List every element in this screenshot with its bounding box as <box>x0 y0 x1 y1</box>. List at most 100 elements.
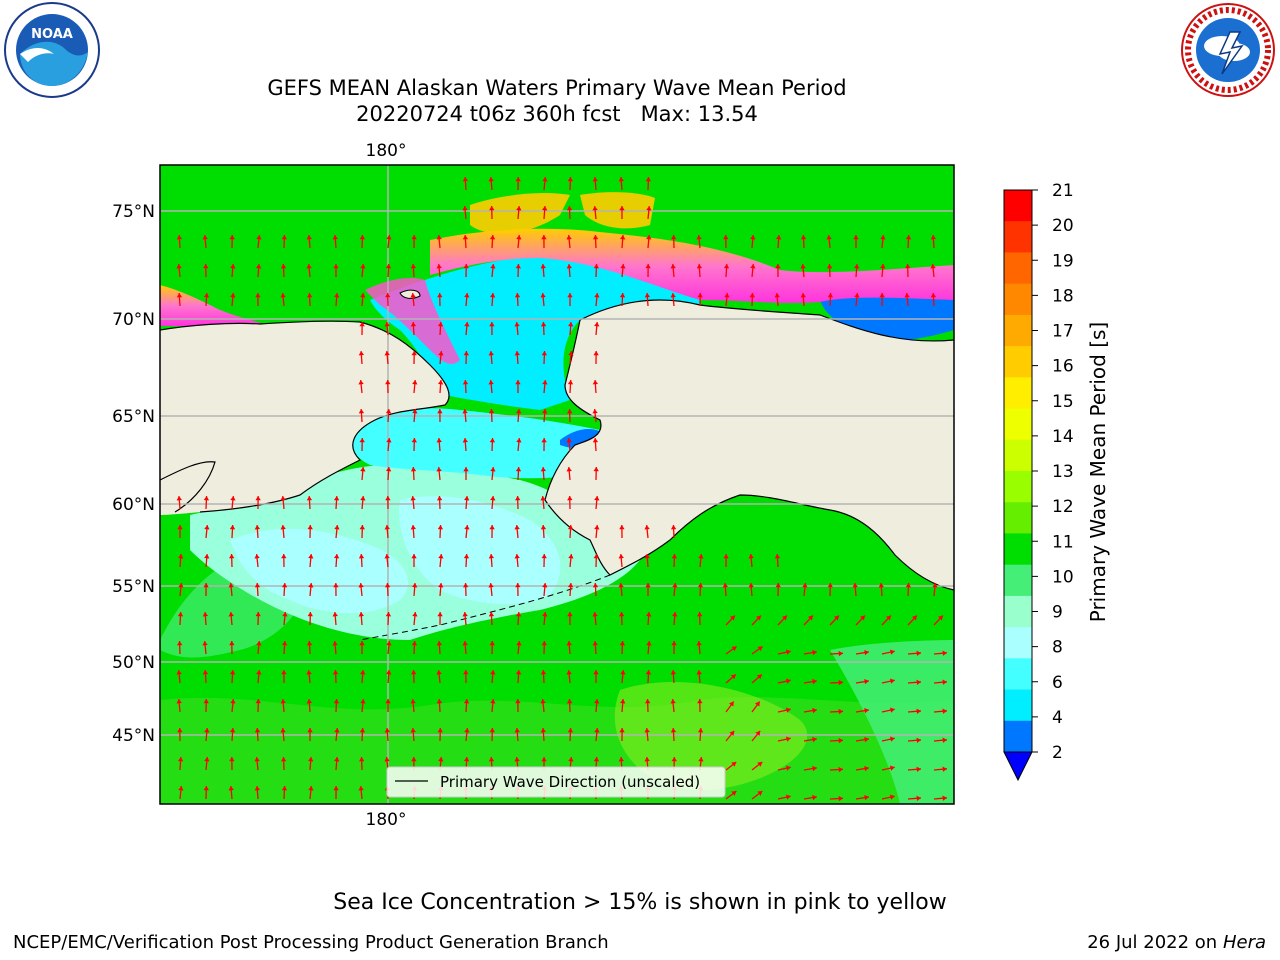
wave-arrow-head <box>359 641 365 646</box>
colorbar-segment <box>1004 408 1032 441</box>
wave-arrow-head <box>255 612 261 617</box>
colorbar-segment <box>1004 190 1032 222</box>
wave-arrow-head <box>646 206 652 211</box>
wave-arrow-head <box>942 650 947 656</box>
footer-credit: NCEP/EMC/Verification Post Processing Pr… <box>13 932 609 953</box>
wave-arrow-head <box>697 612 703 617</box>
wave-arrow-head <box>541 641 547 646</box>
colorbar-segment <box>1004 346 1032 378</box>
wave-arrow-head <box>619 728 625 733</box>
wave-arrow-head <box>204 728 210 733</box>
wave-arrow-head <box>412 612 418 617</box>
colorbar-tick-label: 4 <box>1052 708 1063 728</box>
wave-arrow-head <box>838 795 843 802</box>
wave-arrow-head <box>646 641 652 646</box>
wave-arrow-head <box>916 650 921 656</box>
wave-arrow-head <box>230 496 236 501</box>
wave-arrow-head <box>696 641 702 646</box>
wave-arrow-head <box>228 612 234 617</box>
wave-arrow-head <box>889 765 895 771</box>
wave-arrow-head <box>256 641 262 646</box>
wave-arrow-head <box>722 583 729 588</box>
colorbar-tick-label: 12 <box>1052 497 1074 517</box>
wave-arrow-head <box>463 351 469 356</box>
wave-arrow-head <box>412 583 418 588</box>
sea-ice-north <box>430 228 954 303</box>
wave-arrow-head <box>360 496 366 501</box>
wave-arrow-head <box>282 612 288 617</box>
wave-arrow-head <box>567 525 574 530</box>
wave-arrow-head <box>463 699 470 704</box>
wave-arrow-head <box>593 351 599 356</box>
wave-arrow-head <box>755 730 761 736</box>
wave-arrow-head <box>515 177 521 182</box>
wave-arrow-head <box>281 670 287 675</box>
wave-arrow-head <box>436 699 443 704</box>
wave-arrow-head <box>280 293 286 298</box>
wave-arrow-head <box>438 583 444 588</box>
wave-arrow-head <box>333 554 340 559</box>
wave-arrow-head <box>567 496 573 501</box>
wave-arrow-head <box>566 264 572 269</box>
wave-arrow-head <box>308 757 314 762</box>
wave-arrow-head <box>229 670 236 675</box>
wave-arrow-head <box>592 206 598 211</box>
wave-arrow-head <box>540 670 547 675</box>
wave-arrow-head <box>905 264 911 269</box>
wave-arrow-head <box>938 615 943 621</box>
wave-arrow-head <box>516 235 522 240</box>
colorbar-tick-label: 16 <box>1052 357 1074 377</box>
wave-arrow-head <box>514 554 520 559</box>
wave-arrow-head <box>672 583 678 588</box>
wave-arrow-head <box>618 554 624 559</box>
wave-arrow-head <box>800 264 806 269</box>
wave-arrow-head <box>838 708 843 715</box>
land-alaska <box>545 300 954 590</box>
wave-arrow-head <box>462 409 468 414</box>
wave-arrow-head <box>384 554 390 559</box>
wave-arrow-head <box>254 554 260 559</box>
colorbar-segment <box>1004 283 1032 316</box>
colorbar-tick-label: 6 <box>1052 673 1063 693</box>
legend-label: Primary Wave Direction (unscaled) <box>440 773 700 791</box>
wave-arrow-head <box>515 583 521 588</box>
lat-tick-65: 65°N <box>112 407 155 427</box>
colorbar-segment <box>1004 502 1032 534</box>
wave-arrow-head <box>886 615 891 621</box>
wave-arrow-head <box>436 496 443 501</box>
map-area <box>160 165 954 804</box>
wave-arrow-head <box>942 766 947 772</box>
wave-arrow-head <box>463 670 469 675</box>
wave-arrow-head <box>864 794 869 801</box>
wave-arrow-head <box>437 380 444 385</box>
wave-arrow-head <box>540 293 546 298</box>
wave-arrow-head <box>410 467 417 472</box>
wave-arrow-head <box>280 757 287 762</box>
wave-arrow-head <box>619 206 625 211</box>
wave-arrow-head <box>904 293 910 298</box>
wave-arrow-head <box>254 757 260 762</box>
wave-arrow-head <box>515 670 522 675</box>
wave-arrow-head <box>489 293 496 298</box>
wave-arrow-head <box>541 554 547 559</box>
wave-arrow-head <box>514 728 520 733</box>
wave-arrow-head <box>490 496 496 501</box>
wave-arrow-head <box>514 322 520 327</box>
wave-arrow-head <box>592 409 598 414</box>
wave-arrow-head <box>358 351 365 356</box>
wave-arrow-head <box>280 728 286 733</box>
wave-arrow-head <box>437 409 443 414</box>
wave-arrow-head <box>889 649 895 655</box>
wave-arrow-head <box>942 795 947 801</box>
footer-date-text: 26 Jul 2022 on <box>1087 932 1223 953</box>
wave-arrow-head <box>880 235 886 240</box>
wave-arrow-head <box>889 794 895 800</box>
wave-arrow-head <box>358 612 364 617</box>
chart-title: GEFS MEAN Alaskan Waters Primary Wave Me… <box>267 76 847 100</box>
wave-arrow-head <box>462 177 469 182</box>
wave-arrow-head <box>358 583 364 588</box>
wave-arrow-head <box>755 701 760 707</box>
wave-arrow-head <box>860 615 865 621</box>
wave-arrow-head <box>912 615 917 621</box>
